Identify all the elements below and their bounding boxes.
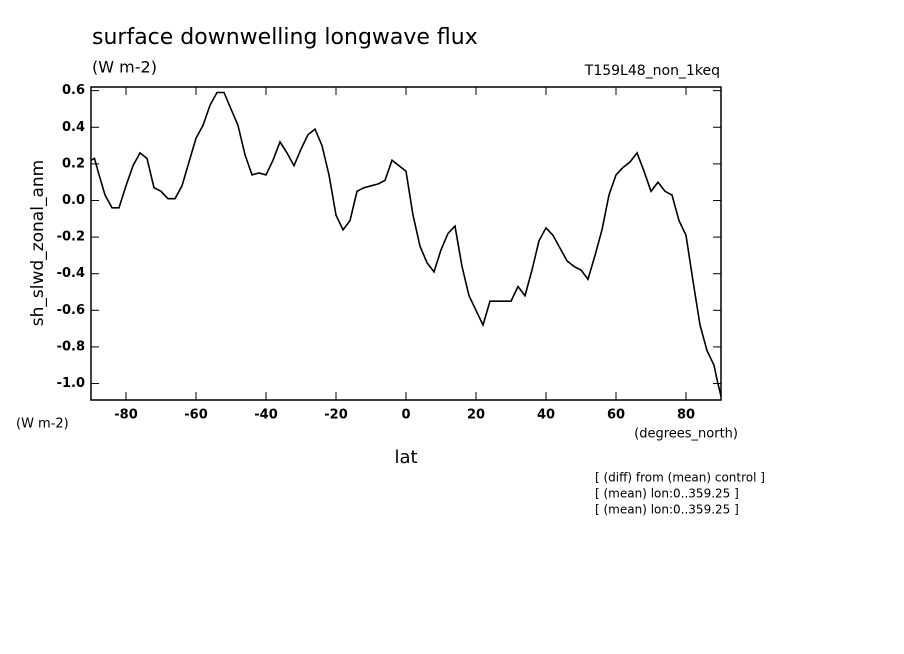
x-tick-label: -20: [324, 408, 348, 423]
y-tick-label: 0.0: [62, 193, 85, 208]
y-tick-label: -0.2: [57, 230, 85, 245]
x-tick-label: -80: [114, 408, 138, 423]
y-tick-label: -0.4: [57, 266, 85, 281]
note: [ (diff) from (mean) control ]: [595, 471, 765, 485]
x-tick-label: 0: [401, 408, 410, 423]
x-tick-label: 80: [677, 408, 695, 423]
note: [ (mean) lon:0..359.25 ]: [595, 487, 739, 501]
x-tick-label: 20: [467, 408, 485, 423]
chart-title: surface downwelling longwave flux: [92, 25, 478, 50]
x-tick-label: -60: [184, 408, 208, 423]
y-tick-label: -0.8: [57, 339, 85, 354]
y-tick-label: 0.2: [62, 156, 85, 171]
x-tick-label: 40: [537, 408, 555, 423]
x-tick-label: -40: [254, 408, 278, 423]
run-label: T159L48_non_1keq: [584, 63, 720, 79]
y-tick-label: -1.0: [57, 376, 85, 391]
plot-frame: [90, 86, 722, 401]
y-tick-label: 0.4: [62, 120, 85, 135]
data-line: [90, 91, 722, 397]
note: [ (mean) lon:0..359.25 ]: [595, 503, 739, 517]
units: (W m-2): [92, 58, 157, 77]
x-tick-label: 60: [607, 408, 625, 423]
y-units: (W m-2): [16, 417, 69, 432]
x-units: (degrees_north): [634, 427, 738, 442]
x-axis-label: lat: [394, 447, 417, 468]
y-tick-label: -0.6: [57, 303, 85, 318]
y-axis-label: sh_slwd_zonal_anm: [28, 160, 48, 326]
y-tick-label: 0.6: [62, 83, 85, 98]
